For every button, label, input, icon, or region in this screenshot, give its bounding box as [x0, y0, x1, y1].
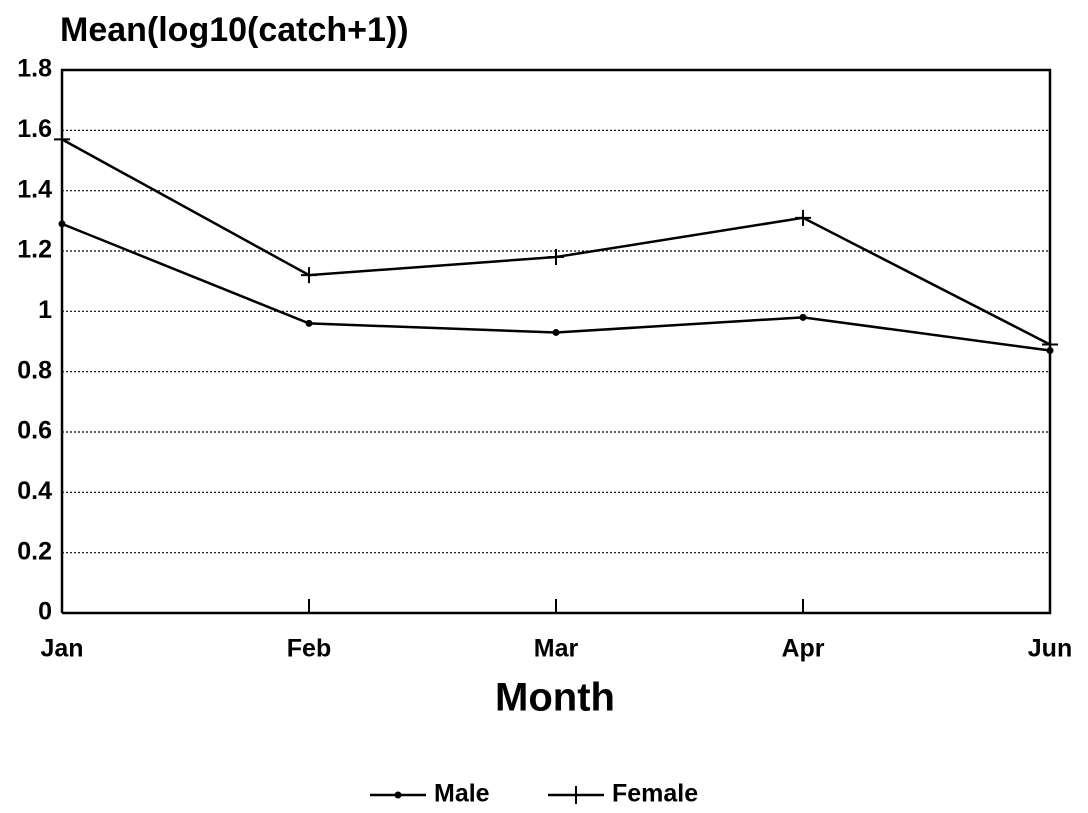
marker: [58, 220, 66, 228]
y-tick-label: 1: [38, 296, 52, 324]
y-tick-label: 0.6: [17, 417, 52, 445]
x-tick-label: Mar: [534, 635, 579, 663]
x-tick-label: Jun: [1028, 635, 1072, 663]
y-tick-label: 0.8: [17, 356, 52, 384]
marker: [305, 319, 313, 327]
y-tick-label: 1.6: [17, 115, 52, 143]
legend-marker: [394, 791, 402, 799]
marker: [548, 249, 564, 266]
legend-label: Female: [612, 780, 698, 808]
y-tick-label: 0.4: [17, 477, 52, 505]
y-tick-label: 1.8: [17, 55, 52, 83]
marker: [552, 328, 560, 336]
marker: [799, 313, 807, 321]
chart-title: Mean(log10(catch+1)): [60, 11, 409, 49]
y-tick-label: 0.2: [17, 537, 52, 565]
marker: [301, 267, 317, 284]
plot-frame: [60, 68, 1052, 615]
y-tick-label: 1.2: [17, 236, 52, 264]
x-tick-label: Feb: [287, 635, 331, 663]
marker: [54, 131, 70, 148]
marker: [1042, 336, 1058, 353]
y-tick-label: 0: [38, 598, 52, 626]
series-line: [61, 138, 1051, 346]
x-tick-label: Apr: [781, 635, 824, 663]
marker: [795, 209, 811, 226]
x-tick-label: Jan: [40, 635, 83, 663]
legend-label: Male: [434, 780, 490, 808]
x-axis-label: Month: [495, 676, 615, 720]
y-tick-label: 1.4: [17, 175, 52, 203]
